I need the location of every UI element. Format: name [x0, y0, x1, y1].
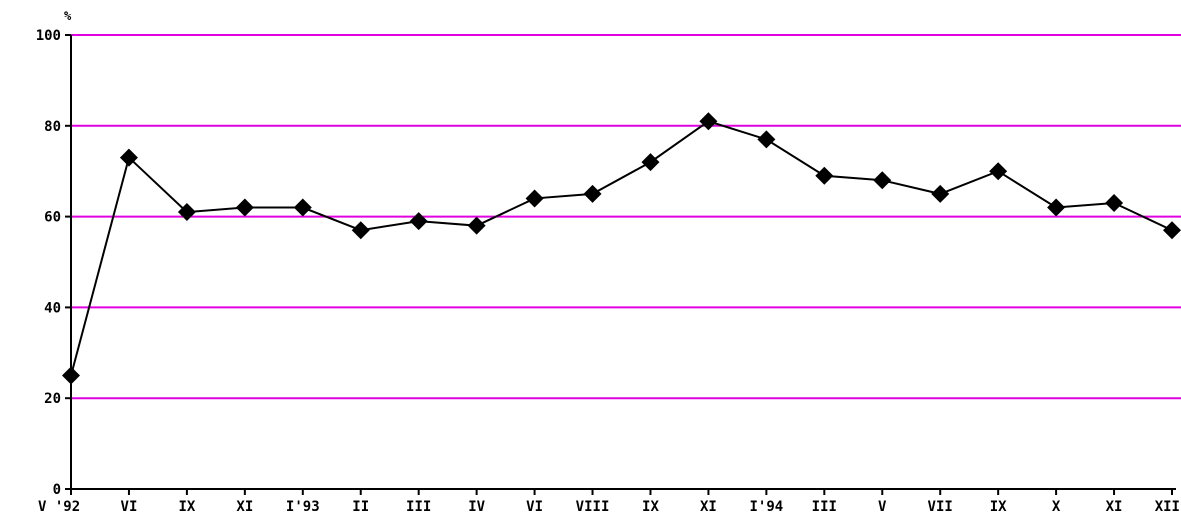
data-point-marker — [293, 198, 312, 217]
data-point-marker — [699, 112, 718, 131]
x-tick-label: II — [352, 499, 369, 515]
y-tick-label: 20 — [44, 391, 61, 407]
x-tick-label: XII — [1155, 499, 1180, 515]
data-point-marker — [177, 203, 196, 222]
x-tick-label: V — [878, 499, 887, 515]
y-tick-label: 80 — [44, 119, 61, 135]
data-point-marker — [931, 184, 950, 203]
x-tick-label: XI — [700, 499, 717, 515]
x-ticks: V '92 VI IX XI I'93 II III IV VI VIII IX XI I'94 III V… — [38, 489, 1180, 515]
x-tick-label: VI — [526, 499, 543, 515]
x-tick-label: IX — [990, 499, 1007, 515]
y-tick-label: 40 — [44, 300, 61, 316]
data-point-marker — [467, 216, 486, 235]
gridlines — [71, 34, 1181, 400]
x-tick-label: I'94 — [750, 499, 784, 515]
data-point-marker — [873, 171, 892, 190]
data-point-marker — [525, 189, 544, 208]
x-tick-label: IV — [468, 499, 485, 515]
data-point-marker — [62, 366, 80, 385]
data-point-marker — [989, 162, 1008, 181]
data-point-marker — [757, 130, 776, 149]
y-ticks: 0 20 40 60 80 100 — [36, 28, 71, 498]
data-point-marker — [583, 184, 602, 203]
data-point-marker — [409, 212, 428, 231]
x-tick-label: X — [1052, 499, 1061, 515]
y-axis-unit-label: % — [64, 9, 72, 23]
data-point-marker — [119, 148, 138, 167]
data-point-marker — [1105, 193, 1124, 212]
x-tick-label: VIII — [576, 499, 610, 515]
data-point-marker — [815, 166, 834, 185]
data-point-marker — [1163, 221, 1181, 240]
data-point-marker — [351, 221, 370, 240]
data-point-marker — [235, 198, 254, 217]
x-tick-label: I'93 — [286, 499, 320, 515]
x-tick-label: IX — [642, 499, 659, 515]
x-tick-label: XI — [236, 499, 253, 515]
y-tick-label: 100 — [36, 28, 61, 44]
x-tick-label: III — [812, 499, 837, 515]
x-tick-label: XI — [1106, 499, 1123, 515]
data-point-marker — [641, 153, 660, 172]
series-line — [70, 120, 1173, 376]
x-tick-label: IX — [178, 499, 195, 515]
x-tick-label: VI — [121, 499, 138, 515]
data-point-marker — [1047, 198, 1066, 217]
x-tick-label: V '92 — [38, 499, 80, 515]
series — [62, 112, 1181, 385]
y-tick-label: 0 — [53, 482, 61, 498]
axes: % — [64, 9, 1176, 495]
x-tick-label: III — [406, 499, 431, 515]
x-tick-label: VII — [928, 499, 953, 515]
y-tick-label: 60 — [44, 210, 61, 226]
